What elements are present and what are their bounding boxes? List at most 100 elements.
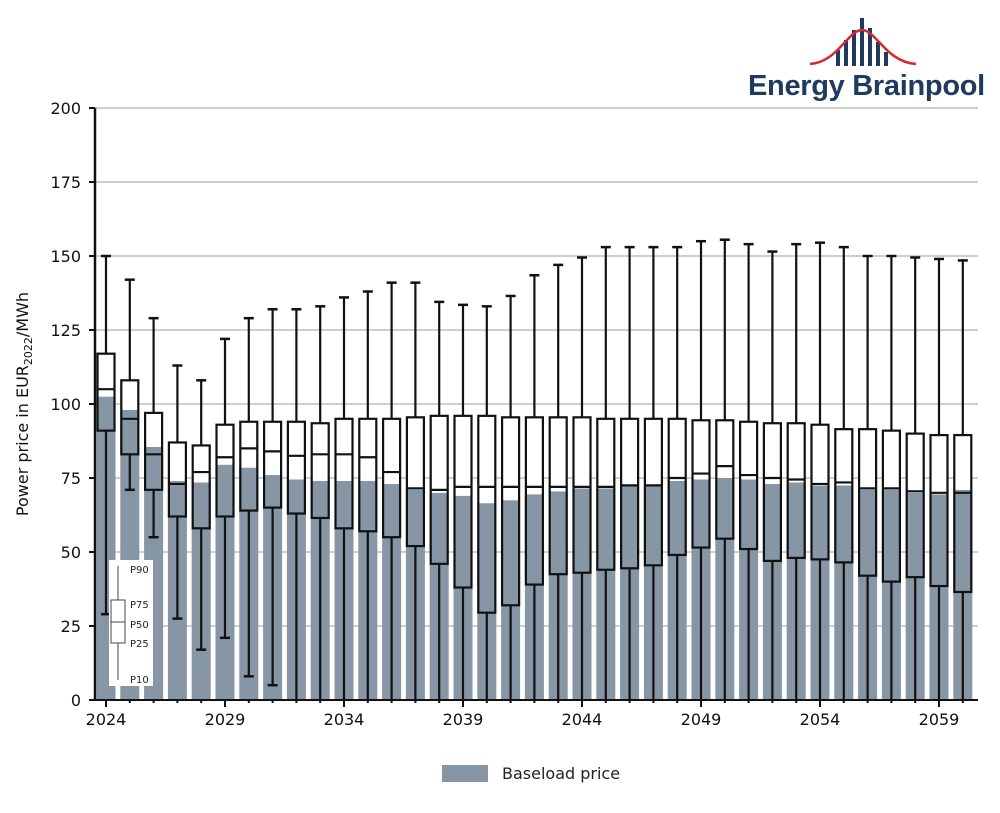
box-p25-p75	[144, 411, 164, 491]
key-label-p50: P50	[130, 620, 149, 631]
y-tick-label: 50	[61, 543, 81, 562]
box-fill	[859, 429, 877, 490]
x-tick-label: 2044	[562, 710, 603, 729]
box-p25-p75	[881, 429, 902, 583]
box-p25-p75	[619, 417, 640, 570]
box-fill	[668, 418, 686, 481]
box-fill	[882, 430, 900, 490]
box-fill	[454, 415, 472, 496]
box-fill	[311, 423, 329, 481]
y-tick-label: 175	[50, 173, 81, 192]
box-p25-p75	[453, 414, 473, 589]
box-p25-p75	[167, 441, 187, 518]
logo-text: Energy Brainpool	[748, 70, 985, 102]
box-p25-p75	[786, 422, 806, 560]
y-tick-label: 125	[50, 321, 81, 340]
box-fill	[478, 415, 496, 504]
x-tick-label: 2034	[324, 710, 365, 729]
box-p25-p75	[382, 417, 402, 539]
box-fill	[168, 442, 186, 481]
key-label-p25: P25	[130, 639, 149, 650]
box-fill	[740, 421, 758, 480]
box-fill	[811, 424, 829, 486]
y-tick-label: 100	[50, 395, 81, 414]
percentile-key: P90 P75 P50 P25 P10	[109, 560, 153, 686]
box-fill	[763, 423, 781, 484]
baseload-bar	[501, 500, 521, 700]
box-fill	[930, 435, 948, 495]
box-p25-p75	[358, 417, 378, 533]
y-tick-label: 0	[71, 691, 81, 710]
box-p25-p75	[738, 420, 759, 551]
box-fill	[97, 353, 115, 397]
box-fill	[502, 417, 520, 501]
box-fill	[692, 420, 710, 480]
box-p25-p75	[905, 432, 925, 579]
box-p25-p75	[667, 417, 687, 557]
box-fill	[287, 421, 305, 480]
x-tick-label: 2039	[443, 710, 484, 729]
box-p25-p75	[191, 444, 211, 530]
box-p25-p75	[762, 422, 783, 562]
key-label-p90: P90	[130, 565, 149, 576]
box-p25-p75	[120, 379, 140, 456]
box-fill	[240, 421, 258, 468]
baseload-bar	[477, 503, 497, 700]
box-p25-p75	[239, 420, 259, 512]
box-p25-p75	[501, 416, 521, 607]
box-p25-p75	[643, 417, 664, 567]
y-axis-label: Power price in EUR2022/MWh	[13, 292, 35, 516]
box-p25-p75	[477, 414, 497, 614]
y-tick-label: 25	[61, 617, 81, 636]
x-tick-label: 2049	[681, 710, 722, 729]
legend-label-baseload: Baseload price	[502, 764, 621, 783]
box-fill	[906, 433, 924, 493]
box-fill	[192, 445, 210, 483]
box-p25-p75	[334, 417, 354, 530]
box-p25-p75	[310, 422, 330, 520]
box-p25-p75	[596, 417, 616, 571]
box-fill	[954, 435, 972, 490]
x-tick-label: 2029	[205, 710, 246, 729]
box-fill	[145, 412, 163, 447]
box-p25-p75	[548, 416, 568, 576]
box-fill	[264, 421, 282, 476]
x-tick-label: 2024	[86, 710, 127, 729]
box-p25-p75	[263, 420, 283, 509]
box-fill	[359, 418, 377, 481]
box-p25-p75	[810, 423, 830, 561]
box-fill	[383, 418, 401, 484]
y-tick-label: 150	[50, 247, 81, 266]
box-p25-p75	[857, 428, 878, 577]
key-label-p75: P75	[130, 600, 149, 611]
box-fill	[406, 417, 424, 490]
box-fill	[121, 380, 139, 410]
box-p25-p75	[96, 352, 116, 432]
legend-swatch-baseload	[442, 765, 488, 782]
logo-graphic-icon	[809, 18, 917, 66]
box-p25-p75	[715, 419, 735, 540]
box-fill	[335, 418, 353, 481]
box-p25-p75	[834, 428, 854, 564]
x-tick-label: 2054	[800, 710, 841, 729]
box-p25-p75	[691, 419, 711, 549]
box-p25-p75	[405, 416, 425, 548]
box-fill	[430, 415, 448, 493]
box-fill	[549, 417, 567, 492]
key-label-p10: P10	[130, 675, 149, 686]
box-fill	[716, 420, 734, 478]
box-p25-p75	[215, 423, 235, 518]
energy-brainpool-logo: Energy Brainpool	[748, 12, 988, 107]
legend: Baseload price	[442, 764, 620, 783]
box-fill	[597, 418, 615, 489]
box-fill	[621, 418, 639, 486]
box-fill	[525, 417, 543, 495]
y-tick-label: 75	[61, 469, 81, 488]
box-fill	[216, 424, 234, 465]
box-p25-p75	[929, 433, 949, 588]
box-p25-p75	[524, 416, 545, 586]
box-fill	[787, 423, 805, 483]
y-tick-label: 200	[50, 99, 81, 118]
box-fill	[573, 417, 591, 489]
